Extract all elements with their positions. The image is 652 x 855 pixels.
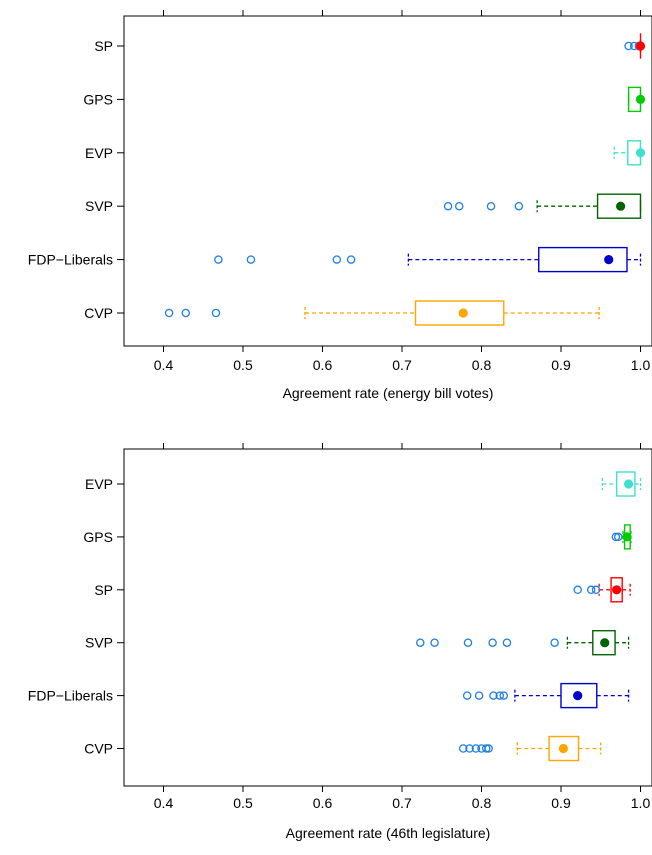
median-point — [573, 691, 582, 700]
median-point — [559, 744, 568, 753]
category-label: FDP−Liberals — [28, 688, 113, 704]
x-tick-label: 0.6 — [313, 357, 333, 373]
outlier-point — [503, 639, 510, 646]
x-tick-label: 1.0 — [631, 357, 651, 373]
median-point — [636, 95, 645, 104]
plot-frame — [124, 449, 652, 786]
x-tick-label: 1.0 — [631, 795, 651, 811]
category-label: EVP — [85, 145, 113, 161]
outlier-point — [551, 639, 558, 646]
box-group-4: FDP−Liberals — [28, 248, 641, 272]
category-label: CVP — [84, 741, 113, 757]
category-label: GPS — [83, 91, 113, 107]
median-point — [636, 41, 645, 50]
boxplot-panel-top: Agreement rate (energy bill votes) — [124, 16, 652, 401]
chart-0-marks: 0.4 0.5 0.6 0.7 0.8 0.9 1.0 SP GPS EVP SVP FDP−Libe… — [28, 10, 651, 373]
median-point — [612, 585, 621, 594]
outlier-point — [456, 203, 463, 210]
box-group-0: SP — [94, 34, 645, 58]
median-point — [459, 308, 468, 317]
outlier-point — [592, 586, 599, 593]
outlier-point — [464, 639, 471, 646]
box-group-5: CVP — [84, 737, 601, 761]
x-tick-label: 0.7 — [392, 357, 412, 373]
outlier-point — [215, 256, 222, 263]
category-label: FDP−Liberals — [28, 252, 113, 268]
plot-frame — [124, 16, 652, 346]
median-point — [604, 255, 613, 264]
outlier-point — [515, 203, 522, 210]
category-label: SVP — [85, 635, 113, 651]
boxplot-panel-bottom: Agreement rate (46th legislature) — [124, 449, 652, 841]
outlier-point — [417, 639, 424, 646]
median-point — [622, 532, 631, 541]
outlier-point — [333, 256, 340, 263]
box-group-1: GPS — [83, 525, 631, 549]
outlier-point — [348, 256, 355, 263]
outlier-point — [574, 586, 581, 593]
outlier-point — [212, 309, 219, 316]
box-group-3: SVP — [85, 194, 641, 218]
x-tick-label: 0.8 — [472, 357, 492, 373]
category-label: SP — [94, 38, 113, 54]
category-label: CVP — [84, 305, 113, 321]
box-group-0: EVP — [85, 472, 641, 496]
outlier-point — [431, 639, 438, 646]
category-label: GPS — [83, 529, 113, 545]
outlier-point — [445, 203, 452, 210]
x-tick-label: 0.4 — [154, 795, 174, 811]
category-label: SP — [94, 582, 113, 598]
median-point — [616, 202, 625, 211]
outlier-point — [489, 639, 496, 646]
box-group-1: GPS — [83, 87, 645, 111]
outlier-point — [247, 256, 254, 263]
box-group-2: EVP — [85, 141, 645, 165]
iqr-box — [539, 248, 627, 272]
box-group-3: SVP — [85, 631, 629, 655]
x-tick-label: 0.5 — [233, 357, 253, 373]
median-point — [600, 638, 609, 647]
box-group-5: CVP — [84, 301, 599, 325]
outlier-point — [464, 692, 471, 699]
category-label: SVP — [85, 198, 113, 214]
x-tick-label: 0.9 — [551, 795, 571, 811]
x-tick-label: 0.5 — [233, 795, 253, 811]
outlier-point — [165, 309, 172, 316]
x-axis-label: Agreement rate (energy bill votes) — [283, 385, 494, 401]
box-group-2: SP — [94, 578, 630, 602]
category-label: EVP — [85, 476, 113, 492]
outlier-point — [476, 692, 483, 699]
box-group-4: FDP−Liberals — [28, 684, 629, 708]
x-tick-label: 0.8 — [472, 795, 492, 811]
outlier-point — [182, 309, 189, 316]
median-point — [636, 148, 645, 157]
x-tick-label: 0.6 — [313, 795, 333, 811]
x-tick-label: 0.4 — [154, 357, 174, 373]
x-tick-label: 0.9 — [551, 357, 571, 373]
chart-1-marks: 0.4 0.5 0.6 0.7 0.8 0.9 1.0 EVP GPS SP SVP FDP−Libe… — [28, 443, 651, 811]
outlier-point — [487, 203, 494, 210]
median-point — [624, 479, 633, 488]
x-tick-label: 0.7 — [392, 795, 412, 811]
x-axis-label: Agreement rate (46th legislature) — [286, 825, 491, 841]
